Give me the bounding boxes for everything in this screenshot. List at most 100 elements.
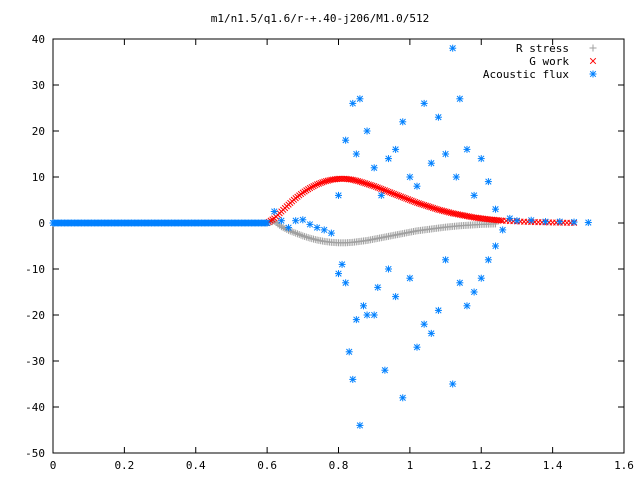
data-point (449, 380, 457, 388)
data-point (492, 242, 500, 250)
data-point (392, 293, 400, 301)
x-tick-label: 0 (50, 459, 57, 472)
data-point (434, 306, 442, 314)
data-point (304, 234, 312, 242)
y-tick-label: -10 (25, 263, 45, 276)
data-point (354, 177, 362, 185)
data-point (570, 218, 578, 226)
data-point (408, 197, 415, 204)
data-point (363, 311, 371, 319)
data-point (445, 209, 453, 216)
data-point (381, 366, 389, 374)
data-point (338, 260, 346, 268)
data-point (353, 177, 360, 184)
data-point (412, 198, 419, 206)
data-point (413, 182, 421, 190)
y-tick-label: -30 (25, 355, 45, 368)
data-point (440, 207, 447, 215)
data-point (363, 180, 371, 188)
y-tick-label: 10 (32, 171, 45, 184)
data-point (370, 311, 378, 319)
data-point (470, 288, 478, 296)
data-point (394, 192, 401, 199)
x-tick-label: 1.2 (471, 459, 491, 472)
data-point (285, 224, 293, 232)
data-point (292, 229, 300, 237)
data-point (437, 206, 444, 214)
data-point (385, 188, 392, 195)
data-point (492, 205, 500, 213)
data-point (444, 208, 451, 216)
data-point (383, 187, 390, 195)
data-point (274, 220, 282, 228)
data-point (404, 196, 412, 203)
data-point (310, 183, 317, 190)
legend-marker (589, 70, 597, 78)
data-point (351, 177, 358, 184)
data-point (306, 220, 314, 228)
legend-marker (589, 44, 597, 52)
data-point (413, 343, 421, 351)
axis-ticks: 0 0.2 0.4 0.6 0.8 1 1.2 1.4 1.6 40 30 20 10 0 -10 -20 -3… (25, 33, 634, 472)
y-tick-label: -40 (25, 401, 45, 414)
data-point (410, 198, 417, 205)
series-r-stress (263, 217, 500, 247)
data-point (384, 265, 392, 273)
data-point (319, 179, 326, 186)
data-point (392, 145, 400, 153)
data-point (463, 302, 471, 310)
x-tick-label: 1.6 (614, 459, 634, 472)
data-point (371, 183, 378, 190)
data-point (384, 155, 392, 163)
data-point (527, 216, 535, 224)
data-point (456, 95, 464, 103)
data-point (556, 218, 564, 226)
data-point (406, 173, 414, 181)
data-point (541, 218, 549, 226)
data-point (335, 270, 342, 278)
data-point (433, 205, 440, 213)
data-point (370, 164, 378, 172)
data-point (422, 202, 430, 209)
data-point (420, 320, 428, 328)
data-point (477, 274, 485, 282)
data-point (277, 217, 285, 225)
data-point (356, 421, 364, 429)
series-g-work (263, 175, 578, 227)
data-point (374, 184, 381, 191)
data-point (262, 219, 270, 227)
data-point (376, 185, 383, 192)
data-point (317, 179, 324, 187)
data-point (327, 229, 335, 237)
data-point (435, 206, 442, 213)
x-tick-label: 0.2 (114, 459, 134, 472)
data-point (513, 217, 521, 225)
data-point (342, 136, 350, 144)
data-point (299, 232, 307, 240)
data-point (420, 201, 428, 209)
data-point (306, 184, 314, 192)
data-point (358, 179, 365, 186)
data-point (349, 375, 357, 383)
data-point (387, 189, 394, 196)
data-point (320, 226, 328, 234)
data-point (270, 208, 278, 215)
y-tick-label: 0 (38, 217, 45, 230)
data-point (388, 189, 396, 197)
data-point (363, 127, 371, 135)
data-point (288, 228, 296, 236)
data-point (390, 190, 397, 197)
data-point (352, 316, 360, 324)
data-point (396, 192, 403, 200)
data-point (449, 44, 457, 52)
y-tick-label: 30 (32, 79, 45, 92)
series-acoustic-flux (49, 44, 592, 429)
data-point (308, 183, 315, 191)
data-point (470, 191, 478, 199)
chart-title: m1/n1.5/q1.6/r-+.40-j206/M1.0/512 (211, 12, 430, 25)
data-point (477, 155, 485, 163)
data-point (438, 207, 446, 214)
data-point (401, 194, 408, 202)
